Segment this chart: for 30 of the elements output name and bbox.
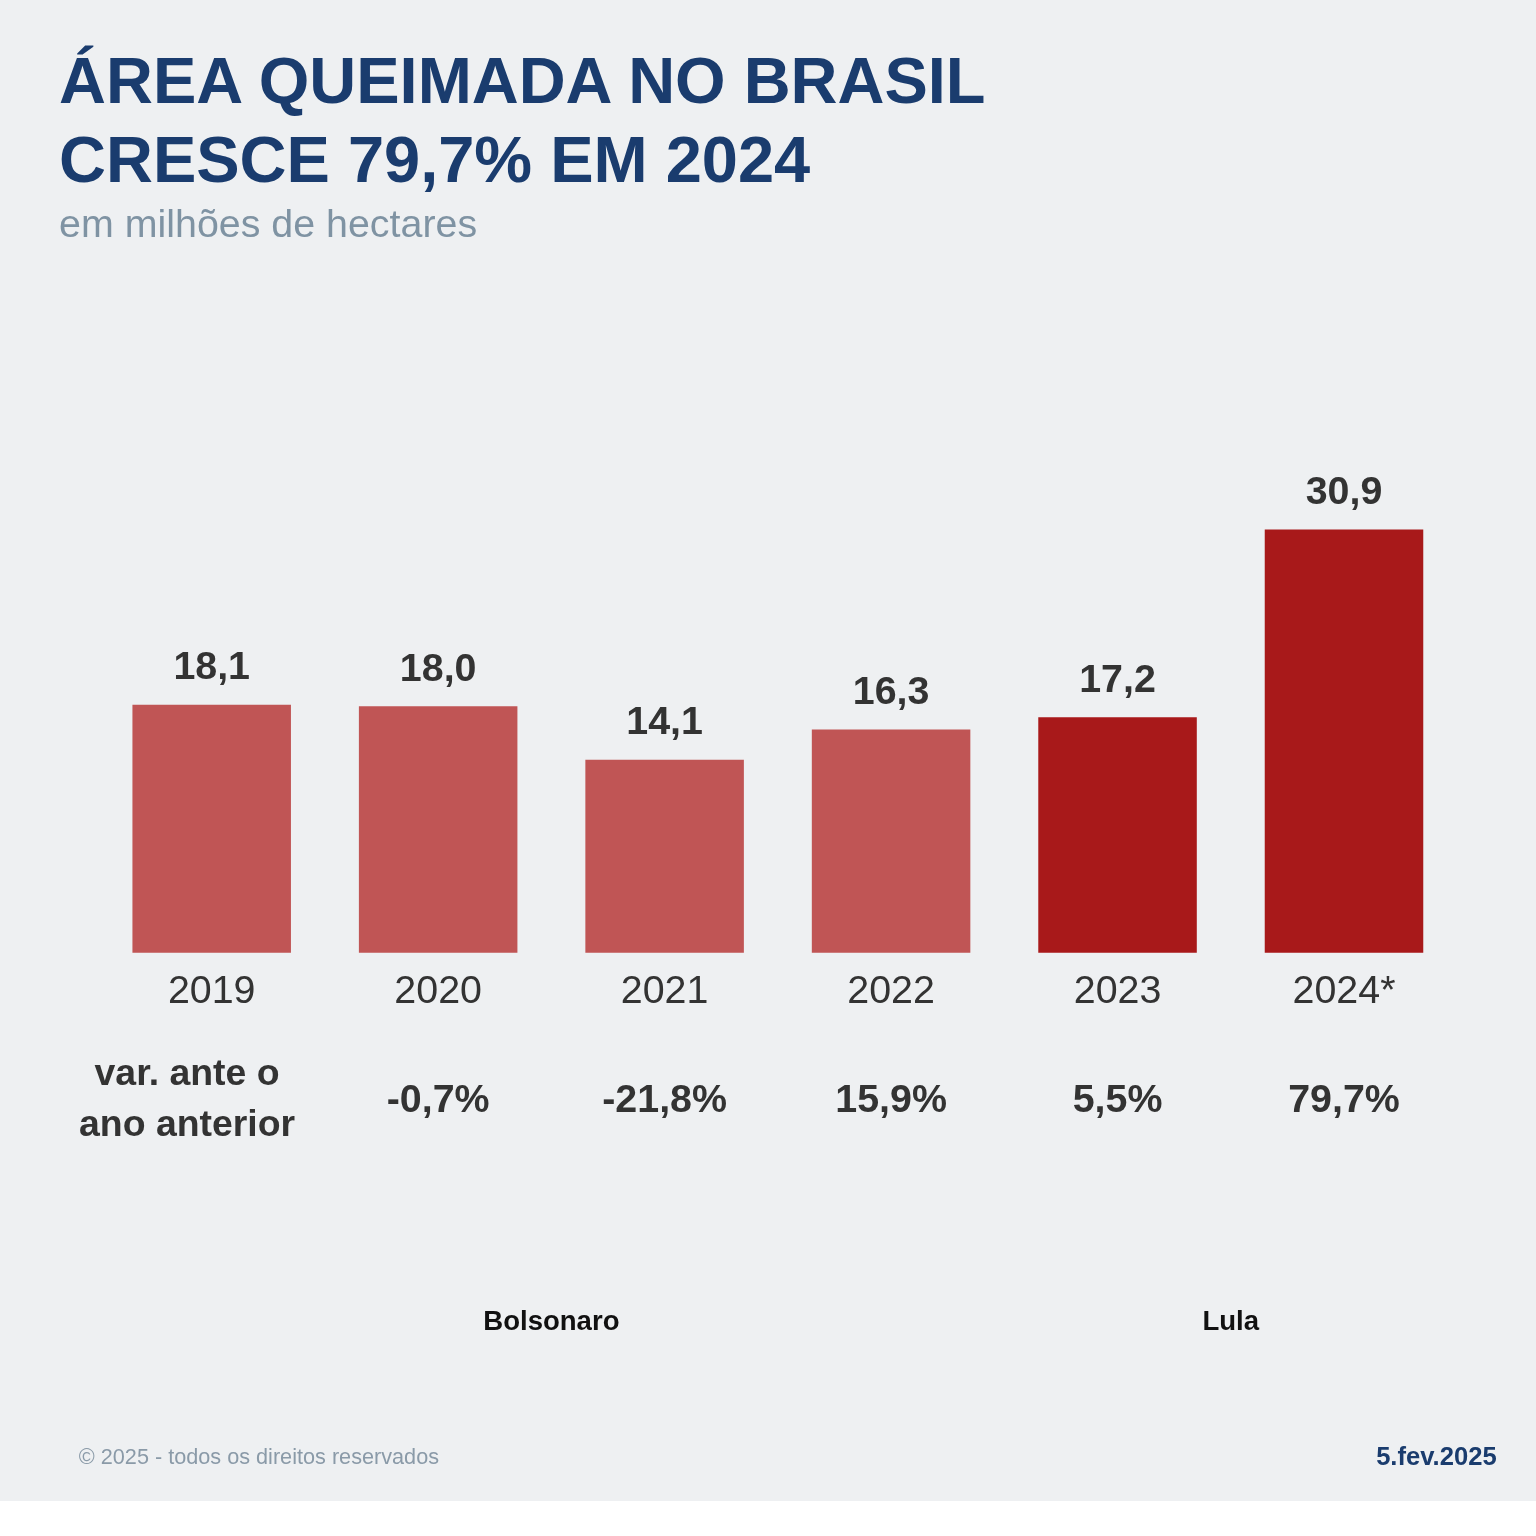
x-tick-label: 2021 [620,966,709,1011]
bar [132,704,291,953]
text: 15,9% [835,1076,947,1121]
data-label: 18,0 [399,644,477,689]
text: Lula [1202,1304,1260,1336]
bar [811,729,971,953]
text: Bolsonaro [483,1304,620,1336]
data-label: 30,9 [1305,467,1383,512]
data-label: 17,2 [1079,655,1156,700]
x-tick-label: 2023 [1073,966,1162,1011]
text: var. ante o ano anterior [78,1050,296,1144]
chart-subtitle: em milhões de hectares [59,201,478,246]
data-label: 18,1 [173,643,251,688]
text: 79,7% [1288,1076,1400,1121]
bar [585,759,744,953]
text: 5,5% [1072,1076,1163,1121]
x-tick-label: 2019 [167,966,256,1011]
x-tick-label: 2024* [1292,966,1396,1011]
chart-title: ÁREA QUEIMADA NO BRASIL CRESCE 79,7% EM 2024 [59,44,986,196]
text: © 2025 - todos os direitos reservados [78,1443,440,1469]
x-tick-label: 2020 [394,966,482,1011]
text: 5.fev.2025 [1376,1441,1497,1470]
x-tick-label: 2022 [847,966,935,1011]
text: -0,7% [386,1076,490,1121]
text: -21,8% [602,1076,727,1121]
data-label: 16,3 [852,667,930,712]
data-label: 14,1 [626,698,703,743]
bar [1264,529,1424,953]
bar [1038,717,1197,953]
bar [358,706,518,953]
